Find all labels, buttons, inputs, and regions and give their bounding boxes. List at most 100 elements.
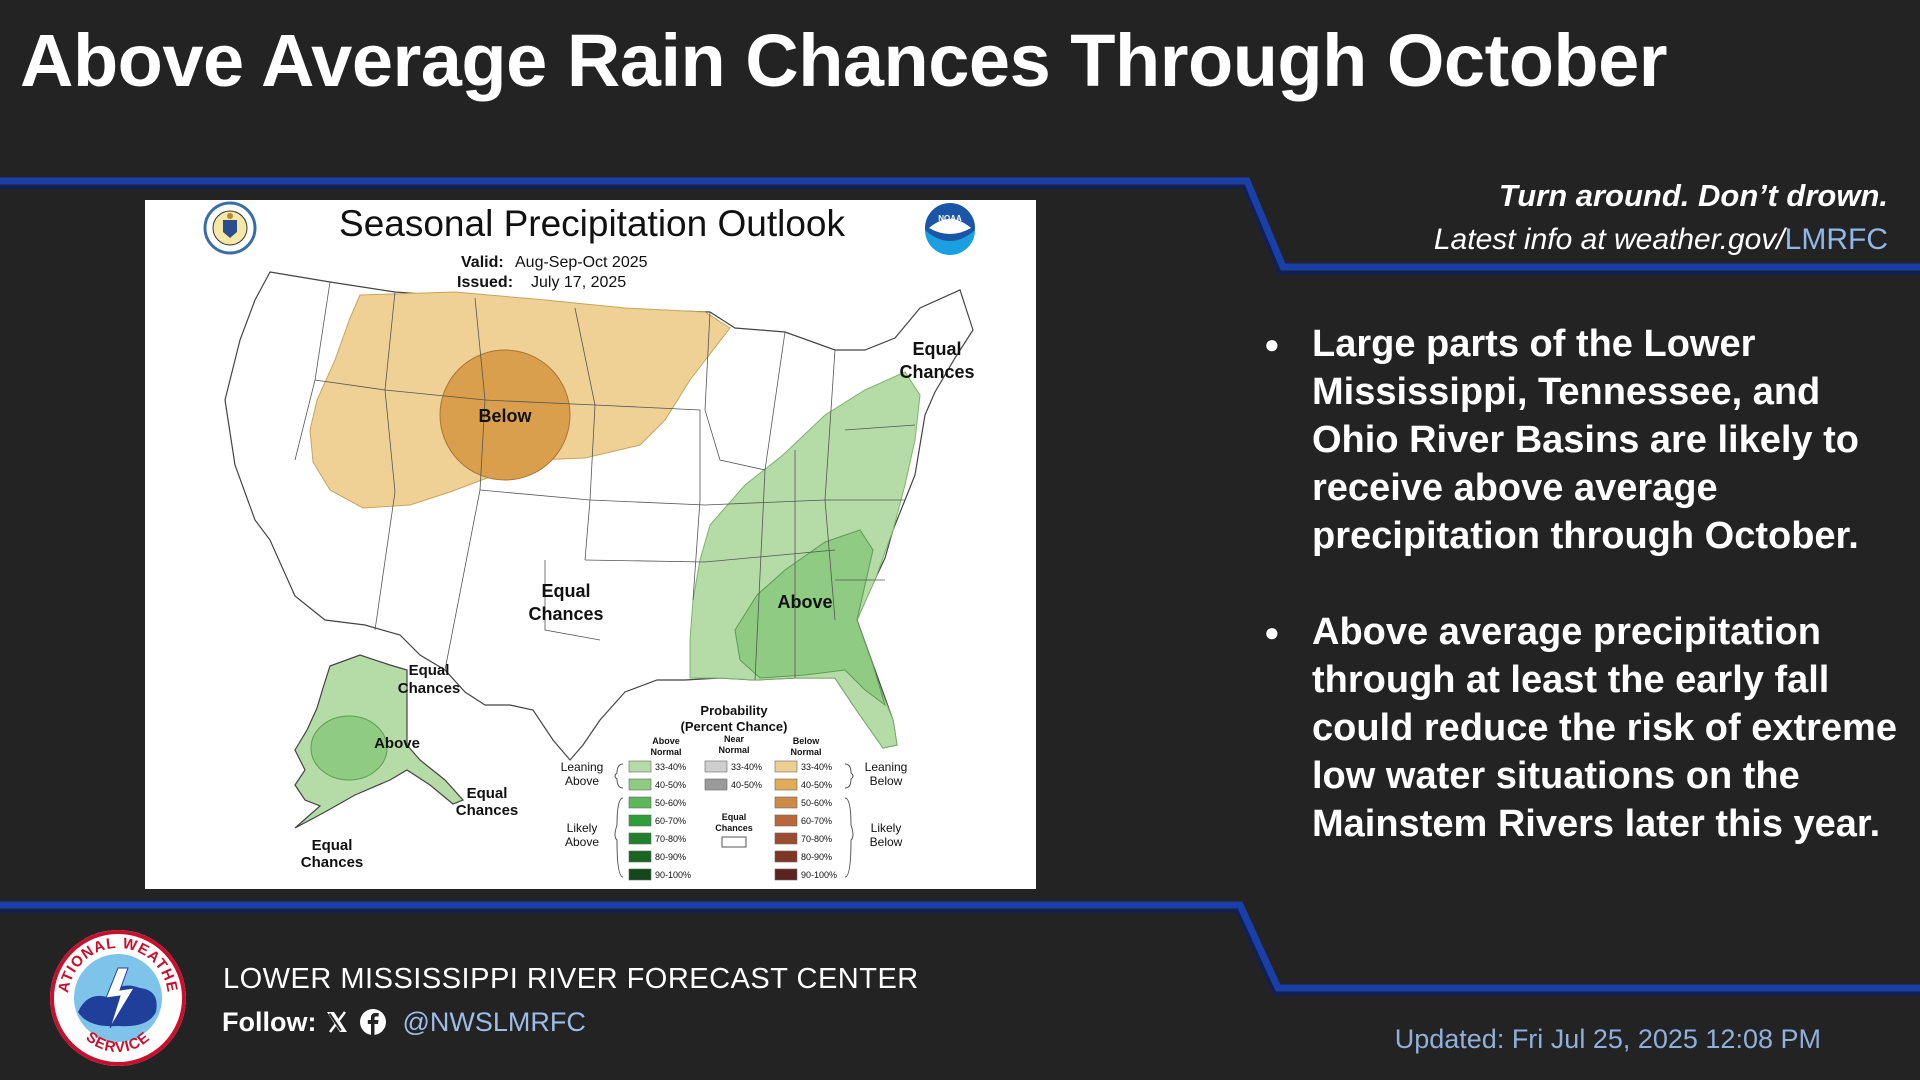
state-boundaries <box>294 281 916 681</box>
follow-row: Follow: @NWSLMRFC <box>222 1002 586 1042</box>
bullet-list: Large parts of the Lower Mississippi, Te… <box>1262 320 1912 896</box>
legend-range-above: 90-100% <box>655 870 691 880</box>
legend-swatch-below <box>774 814 798 827</box>
above-normal-core-east <box>734 529 886 707</box>
frame-line-bottom <box>0 901 1920 992</box>
legend-leaning-below-2: Below <box>870 774 903 788</box>
nws-logo-icon: NATIONAL WEATHER SERVICE <box>48 928 186 1066</box>
map-issued-label: Issued: <box>457 274 513 291</box>
bullet-item: Above average precipitation through at l… <box>1262 608 1912 848</box>
legend-swatch-above <box>628 778 652 791</box>
tagline: Turn around. Don’t drown. Latest info at… <box>1434 176 1888 264</box>
label-equal-ak-n-2: Chances <box>398 680 461 697</box>
below-normal-core <box>439 349 571 481</box>
label-equal-ak-se-2: Chances <box>456 802 519 819</box>
legend-below-swatches: 33-40% 40-50% 50-60% 60-70% 70-80% 80-90% 90-1… <box>774 760 837 881</box>
legend-leaning-above-1: Leaning <box>561 760 604 774</box>
legend-swatch-near <box>704 778 728 791</box>
legend-range-below: 50-60% <box>801 798 832 808</box>
legend-swatch-below <box>774 850 798 863</box>
legend-swatch-above <box>628 850 652 863</box>
legend-above-swatches: 33-40% 40-50% 50-60% 60-70% 70-80% 80-90% 90-1… <box>628 760 691 881</box>
legend-col-below-2: Normal <box>790 747 821 757</box>
legend-col-below-1: Below <box>793 736 821 746</box>
legend-equal-swatch <box>721 836 747 848</box>
legend-swatch-below <box>774 796 798 809</box>
noaa-logo-icon: NOAA <box>925 203 975 255</box>
legend-range-below: 90-100% <box>801 870 837 880</box>
legend-swatch-below <box>774 778 798 791</box>
tagline-url-link[interactable]: LMRFC <box>1784 223 1888 256</box>
legend-range-below: 70-80% <box>801 834 832 844</box>
legend-col-near-1: Near <box>724 734 745 744</box>
label-below: Below <box>478 406 532 426</box>
legend-range-above: 60-70% <box>655 816 686 826</box>
legend-equal-1: Equal <box>722 812 747 822</box>
map-valid-value: Aug-Sep-Oct 2025 <box>515 254 648 271</box>
noaa-logo-text: NOAA <box>938 214 962 223</box>
frame-line-top <box>0 177 1920 271</box>
label-equal-ak-se-1: Equal <box>467 785 508 802</box>
legend-leaning-below-1: Leaning <box>865 760 908 774</box>
legend-range-below: 33-40% <box>801 762 832 772</box>
legend-leaning-above-2: Above <box>565 774 599 788</box>
legend-range-above: 50-60% <box>655 798 686 808</box>
bullet-item: Large parts of the Lower Mississippi, Te… <box>1262 320 1912 560</box>
legend-likely-above-2: Above <box>565 835 599 849</box>
org-name: LOWER MISSISSIPPI RIVER FORECAST CENTER <box>223 963 919 995</box>
probability-legend: Probability (Percent Chance) Above Norma… <box>561 703 908 881</box>
legend-range-above: 80-90% <box>655 852 686 862</box>
legend-equal-2: Chances <box>715 823 753 833</box>
label-above-east: Above <box>777 592 832 612</box>
legend-title-2: (Percent Chance) <box>681 719 788 734</box>
legend-swatch-above <box>628 760 652 773</box>
social-handle-link[interactable]: @NWSLMRFC <box>402 1006 586 1037</box>
label-above-ak: Above <box>374 735 420 752</box>
legend-range-near: 40-50% <box>731 780 762 790</box>
legend-title-1: Probability <box>700 703 768 718</box>
legend-swatch-above <box>628 868 652 881</box>
legend-range-below: 40-50% <box>801 780 832 790</box>
updated-timestamp: Updated: Fri Jul 25, 2025 12:08 PM <box>1394 1024 1821 1054</box>
page-title: Above Average Rain Chances Through Octob… <box>20 19 1668 102</box>
label-equal-center-1: Equal <box>541 581 590 601</box>
legend-likely-below-2: Below <box>870 835 903 849</box>
legend-range-above: 33-40% <box>655 762 686 772</box>
label-equal-ak-sw-2: Chances <box>301 854 364 871</box>
legend-swatch-above <box>628 832 652 845</box>
doc-seal-icon <box>203 201 257 255</box>
legend-swatch-below <box>774 832 798 845</box>
legend-near-swatches: 33-40% 40-50% <box>704 760 762 791</box>
label-equal-ak-n-1: Equal <box>409 662 450 679</box>
map-title: Seasonal Precipitation Outlook <box>339 203 845 244</box>
legend-swatch-above <box>628 814 652 827</box>
legend-range-above: 70-80% <box>655 834 686 844</box>
legend-swatch-below <box>774 868 798 881</box>
tagline-url-prefix: Latest info at weather.gov/ <box>1433 223 1785 256</box>
x-icon[interactable] <box>322 1007 352 1037</box>
legend-col-near-2: Normal <box>718 745 749 755</box>
legend-likely-below-1: Likely <box>871 821 902 835</box>
legend-swatch-below <box>774 760 798 773</box>
legend-swatch-above <box>628 796 652 809</box>
label-equal-ne-2: Chances <box>899 362 974 382</box>
map-valid-label: Valid: <box>461 254 504 271</box>
map-issued-value: July 17, 2025 <box>531 274 626 291</box>
legend-range-below: 60-70% <box>801 816 832 826</box>
legend-swatch-near <box>704 760 728 773</box>
legend-range-below: 80-90% <box>801 852 832 862</box>
label-equal-ne-1: Equal <box>912 339 961 359</box>
legend-range-near: 33-40% <box>731 762 762 772</box>
legend-likely-above-1: Likely <box>567 821 598 835</box>
tagline-slogan: Turn around. Don’t drown. <box>1498 178 1888 213</box>
follow-label: Follow: <box>222 1006 317 1037</box>
outlook-map: NOAA Seasonal Precipitation Outlook Vali… <box>145 200 1036 889</box>
tagline-info: Latest info at weather.gov/LMRFC <box>1434 216 1888 264</box>
label-equal-ak-sw-1: Equal <box>312 837 353 854</box>
alaska-above-core <box>310 715 388 781</box>
facebook-icon[interactable] <box>358 1007 388 1037</box>
legend-col-above-2: Normal <box>650 747 681 757</box>
label-equal-center-2: Chances <box>528 604 603 624</box>
legend-range-above: 40-50% <box>655 780 686 790</box>
